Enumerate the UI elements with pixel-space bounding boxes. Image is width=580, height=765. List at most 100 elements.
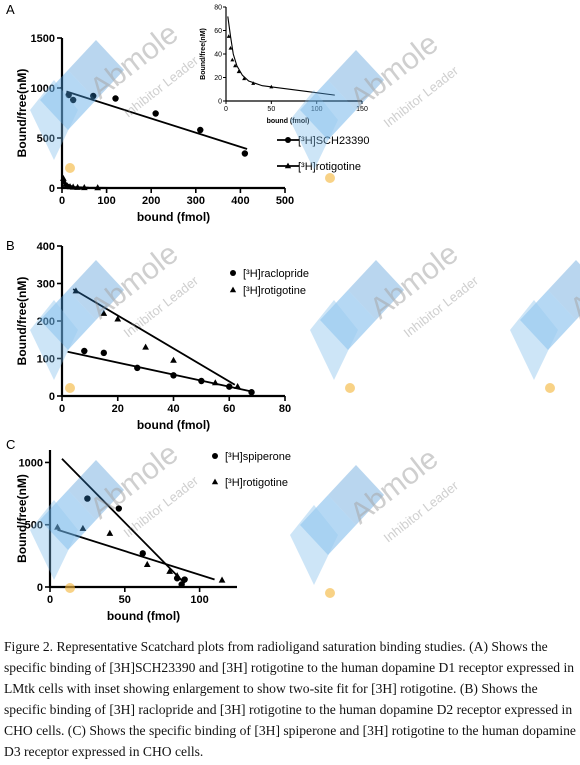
panel-a-rotigotine-point xyxy=(94,184,102,191)
inset-y-tick-label: 60 xyxy=(214,28,222,35)
watermark-logo-shape xyxy=(40,290,96,350)
panel-c-rotigotine-point xyxy=(106,529,114,536)
panel-c-spiperone-fit-line xyxy=(61,458,186,584)
panel-a-x-tick-label: 500 xyxy=(276,195,294,207)
panel-c-x-axis-label: bound (fmol) xyxy=(107,609,180,623)
panel-b-rotigotine-point xyxy=(211,379,219,386)
watermark-logo-shape xyxy=(68,40,124,100)
panel-a-rotigotine-point xyxy=(69,183,77,190)
panel-a-SCH23390-point xyxy=(152,110,159,117)
panel-b-rotigotine-point xyxy=(234,382,241,390)
panel-b-legend-marker xyxy=(229,286,237,293)
watermark-logo-shape xyxy=(320,290,376,350)
panel-b-rotigotine-point xyxy=(100,309,108,316)
panel-b-raclopride-fit-line xyxy=(67,350,252,393)
panel-a-rotigotine-point xyxy=(59,174,67,181)
panel-b-rotigotine-fit-line xyxy=(72,288,236,386)
panel-c-x-tick-label: 100 xyxy=(190,594,208,606)
panel-c-legend-marker xyxy=(212,453,218,459)
panel-a-rotigotine-point xyxy=(74,183,81,190)
panel-c-y-tick-label: 500 xyxy=(25,520,43,532)
watermark-logo-dot xyxy=(65,583,75,593)
panel-c-spiperone-point xyxy=(84,495,91,502)
panel-a-y-tick-label: 0 xyxy=(49,183,55,195)
panel-b-x-tick-label: 40 xyxy=(167,403,179,415)
panel-c-legend-label: [³H]spiperone xyxy=(225,451,291,463)
panel-b-x-tick-label: 0 xyxy=(59,403,65,415)
panel-b-letter: B xyxy=(6,238,15,253)
inset-y-tick-label: 0 xyxy=(218,99,222,106)
panel-a-SCH23390-point xyxy=(65,91,72,99)
panel-a-legend-label: [³H]rotigotine xyxy=(298,161,361,173)
panel-b-rotigotine-point xyxy=(142,343,149,350)
panel-a-y-tick-label: 1500 xyxy=(31,33,55,45)
panel-a-legend-marker xyxy=(285,137,291,143)
panel-a-inset: 0 50 100 150 0 20 40 60 80 bound (fmol) Bound/free… xyxy=(200,5,368,126)
panel-c-spiperone-point xyxy=(178,581,185,588)
panel-c-x-tick-label: 0 xyxy=(47,594,53,606)
watermark-logo-shape xyxy=(310,300,358,380)
watermark-logo-shape xyxy=(348,260,404,320)
watermark-logo-shape xyxy=(68,460,124,520)
panel-b-y-tick-label: 200 xyxy=(37,316,55,328)
inset-fit-line xyxy=(227,16,335,96)
panel-c-legend-label: [³H]rotigotine xyxy=(225,477,288,489)
panel-c-rotigotine-point xyxy=(218,576,226,583)
inset-rotigotine-point xyxy=(233,63,238,68)
panel-b-y-tick-label: 0 xyxy=(49,391,55,403)
inset-rotigotine-point xyxy=(236,69,241,74)
inset-x-tick-label: 150 xyxy=(356,106,368,113)
watermark-logo-dot xyxy=(325,173,335,183)
inset-rotigotine-point xyxy=(269,84,274,89)
watermark-logo-dot xyxy=(325,588,335,598)
panel-a-rotigotine-point xyxy=(80,184,88,191)
watermark-logo-shape xyxy=(30,500,78,580)
inset-x-tick-label: 100 xyxy=(311,106,323,113)
watermark-logo-shape xyxy=(548,260,580,320)
scatchard-figure: A 0100200300400500050010001500bound (fmo… xyxy=(6,2,580,623)
panel-c-y-tick-label: 0 xyxy=(37,582,43,594)
panel-a-x-tick-label: 200 xyxy=(142,195,160,207)
panel-c-legend-marker xyxy=(211,478,219,485)
inset-y-axis-label: Bound/free(nM) xyxy=(200,28,207,80)
panel-c: C 05010005001000bound (fmol)Bound/free(n… xyxy=(6,437,291,623)
watermark-logo-shape xyxy=(300,80,356,140)
panel-a-SCH23390-fit-line xyxy=(66,90,248,150)
panel-b-y-tick-label: 100 xyxy=(37,354,55,366)
watermark-logo-shape xyxy=(510,300,558,380)
watermark-logo-shape xyxy=(300,495,356,555)
panel-b-raclopride-point xyxy=(100,349,108,357)
panel-b-legend: [³H]raclopride [³H]rotigotine xyxy=(229,268,309,297)
watermark-logo-shape xyxy=(290,505,338,585)
panel-a-SCH23390-point xyxy=(90,92,97,100)
panel-b-y-tick-label: 300 xyxy=(37,279,55,291)
watermark-logo-dot xyxy=(545,383,555,393)
panel-c-rotigotine-fit-line xyxy=(57,528,215,581)
inset-x-tick-label: 0 xyxy=(224,106,228,113)
panel-c-spiperone-point xyxy=(181,576,188,583)
panel-a-x-tick-label: 100 xyxy=(97,195,115,207)
panel-a-letter: A xyxy=(6,2,15,17)
panel-b-raclopride-point xyxy=(198,377,205,385)
panel-c-y-tick-label: 1000 xyxy=(19,457,43,469)
panel-c-rotigotine-point xyxy=(54,523,61,530)
panel-a-legend-label: [³H]SCH23390 xyxy=(298,135,370,147)
panel-a-x-tick-label: 400 xyxy=(231,195,249,207)
panel-b-x-tick-label: 20 xyxy=(112,403,124,415)
panel-c-x-tick-label: 50 xyxy=(119,594,131,606)
panel-c-letter: C xyxy=(6,437,15,452)
panel-a-SCH23390-point xyxy=(241,150,249,157)
panel-a-legend-marker xyxy=(284,162,292,169)
panel-b-rotigotine-point xyxy=(72,287,80,294)
watermark-logo-shape xyxy=(68,260,124,320)
panel-c-rotigotine-point xyxy=(143,560,151,568)
panel-b-x-tick-label: 80 xyxy=(279,403,291,415)
panel-a: A 0100200300400500050010001500bound (fmo… xyxy=(6,2,370,224)
watermark-logo-shape xyxy=(520,290,576,350)
panel-c-rotigotine-point xyxy=(79,524,87,531)
